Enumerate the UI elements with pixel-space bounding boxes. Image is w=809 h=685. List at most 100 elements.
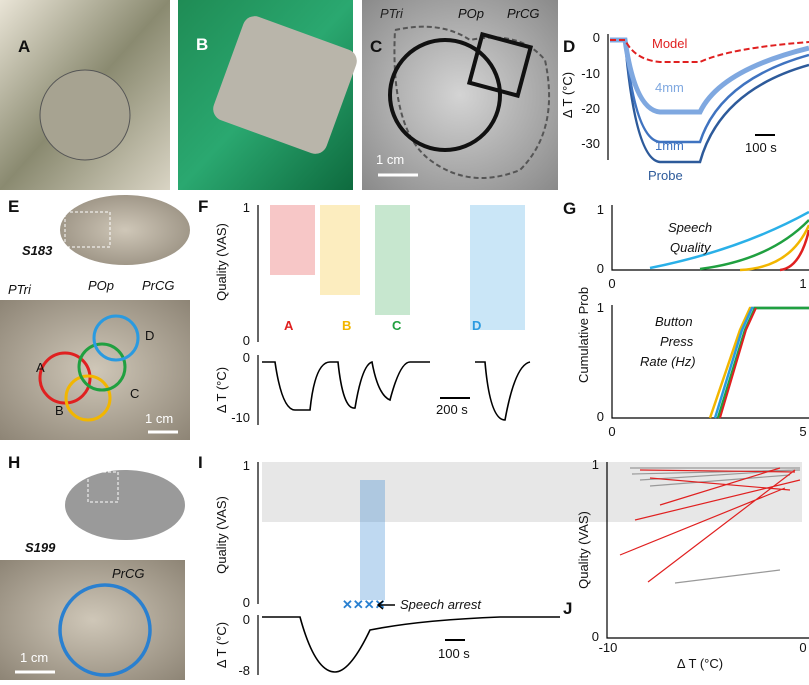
panel-label: H [8, 453, 20, 472]
panel-label: G [563, 199, 576, 218]
tick-label: 1 [592, 457, 599, 472]
panel-label: A [18, 37, 30, 56]
site-label: A [284, 318, 294, 333]
scale-label: 1 cm [145, 411, 173, 426]
tick-label: 1 [597, 202, 604, 217]
panel-label: J [563, 599, 572, 618]
axis-label: Quality (VAS) [576, 511, 591, 589]
curve [610, 37, 809, 115]
cdf-curve [779, 229, 809, 272]
temp-trace [262, 616, 560, 673]
axis [611, 305, 809, 419]
tick-label: 0 [597, 409, 604, 424]
scatter-cloud [270, 205, 525, 330]
tick-label: 0 [799, 640, 806, 655]
tick-label: -30 [581, 136, 600, 151]
tick-label: -10 [581, 66, 600, 81]
region-label: PTri [8, 282, 32, 297]
inset-box [87, 471, 119, 503]
site-circle [64, 374, 112, 422]
plot-title: Button [655, 314, 693, 329]
probe-circle [388, 38, 502, 152]
photo-brain [362, 0, 558, 190]
plot-title: Speech [668, 220, 712, 235]
region-label: PTri [380, 6, 404, 21]
photo-cortex [0, 300, 190, 440]
curve-label: Probe [648, 168, 683, 183]
photo-cortex [0, 560, 185, 680]
panel-label: B [196, 35, 208, 54]
site-label: D [145, 328, 154, 343]
tick-label: 0 [243, 612, 250, 627]
axis-label: Δ T (°C) [214, 622, 229, 668]
cdf-curve [649, 210, 809, 270]
subject-label: S199 [25, 540, 56, 555]
region-label: POp [458, 6, 484, 21]
device-face [39, 69, 131, 161]
plot-title: Press [660, 334, 694, 349]
probe-body [213, 16, 357, 154]
brain-render [60, 195, 190, 265]
tick-label: 0 [243, 350, 250, 365]
tick-label: 0 [608, 276, 615, 291]
axis-label: Δ T (°C) [677, 656, 723, 671]
tick-label: 1 [597, 300, 604, 315]
region-label: PrCG [112, 566, 145, 581]
curve-label: Model [652, 36, 688, 51]
region-outline [393, 25, 551, 179]
plot-title: Quality [670, 240, 712, 255]
tick-label: -8 [238, 663, 250, 678]
tick-label: 5 [799, 424, 806, 439]
site-label: B [342, 318, 351, 333]
scale-label: 1 cm [376, 152, 404, 167]
panel-label: F [198, 197, 208, 216]
tick-label: 1 [799, 276, 806, 291]
arrow [376, 600, 395, 610]
site-circle [77, 342, 127, 392]
axis-label: Quality (VAS) [214, 223, 229, 301]
site-label: D [472, 318, 481, 333]
site-label: A [36, 360, 45, 375]
tick-label: 0 [243, 333, 250, 348]
scale-label: 1 cm [20, 650, 48, 665]
tick-label: 0 [608, 424, 615, 439]
curve [610, 38, 809, 164]
cdf-curve [699, 219, 809, 271]
axis-label: Δ T (°C) [214, 367, 229, 413]
tick-label: -10 [231, 410, 250, 425]
axis-label: Quality (VAS) [214, 496, 229, 574]
tick-label: 0 [597, 261, 604, 276]
site-label: C [392, 318, 402, 333]
tick-label: -20 [581, 101, 600, 116]
site-circle [92, 314, 140, 362]
scatter-cloud [360, 480, 385, 600]
region-label: POp [88, 278, 114, 293]
cdf-curve [739, 224, 809, 272]
tick-label: 0 [243, 595, 250, 610]
subject-label: S183 [22, 243, 53, 258]
tick-label: -10 [599, 640, 618, 655]
tick-label: 1 [243, 458, 250, 473]
temp-trace [262, 360, 531, 421]
scale-label: 100 s [438, 646, 470, 661]
tick-label: 0 [592, 629, 599, 644]
curve [610, 38, 809, 144]
tick-label: 1 [243, 200, 250, 215]
arrest-marks: ✕✕✕✕ [342, 597, 386, 612]
tick-label: 0 [593, 30, 600, 45]
region-label: PrCG [142, 278, 175, 293]
site-circle [58, 583, 152, 677]
axis [606, 462, 809, 639]
axis-label: Cumulative Prob [576, 287, 591, 383]
scale-label: 200 s [436, 402, 468, 417]
scale-label: 100 s [745, 140, 777, 155]
panel-label: C [370, 37, 382, 56]
panel-label: I [198, 453, 203, 472]
plot-title: Rate (Hz) [640, 354, 696, 369]
axis-label: Δ T (°C) [560, 72, 575, 118]
annotation: Speech arrest [400, 597, 482, 612]
panel-label: E [8, 197, 19, 216]
probe-square [466, 31, 534, 99]
curve-label: 4mm [655, 80, 684, 95]
